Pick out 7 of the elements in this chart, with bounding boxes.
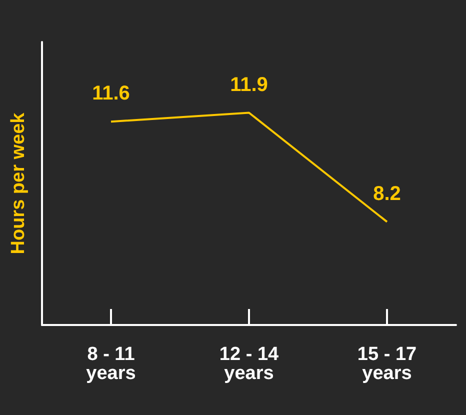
x-tick-label: 15 - 17 years — [357, 344, 417, 384]
y-axis-title: Hours per week — [8, 112, 29, 254]
data-label: 11.6 — [92, 82, 130, 105]
data-label: 11.9 — [230, 74, 268, 96]
x-tick-label: 12 - 14 years — [219, 344, 280, 384]
x-tick-label: 8 - 11 years — [86, 344, 136, 384]
data-label: 8.2 — [373, 182, 401, 205]
